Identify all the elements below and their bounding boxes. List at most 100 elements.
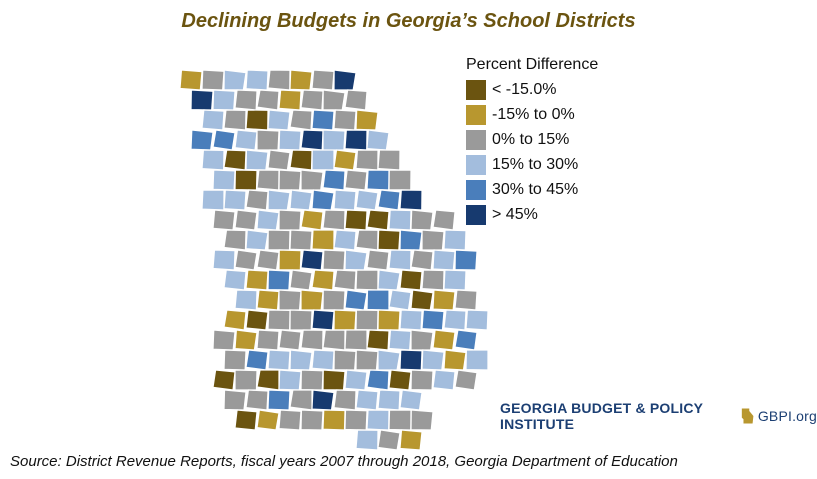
- legend-swatch: [466, 204, 486, 225]
- school-district: [245, 349, 269, 371]
- school-district: [454, 369, 478, 391]
- school-district: [333, 349, 357, 371]
- school-district: [278, 209, 302, 231]
- school-district: [399, 389, 423, 411]
- school-district: [311, 389, 335, 411]
- school-district: [300, 289, 324, 311]
- school-district: [355, 229, 379, 251]
- school-district: [311, 189, 335, 211]
- legend-label: < -15.0%: [492, 80, 557, 98]
- map-title: Declining Budgets in Georgia’s School Di…: [181, 10, 636, 32]
- school-district: [333, 309, 357, 331]
- school-district: [223, 149, 247, 171]
- school-district: [344, 329, 368, 351]
- school-district: [267, 149, 291, 171]
- school-district: [180, 70, 203, 91]
- school-district: [223, 309, 247, 331]
- school-district: [333, 189, 357, 211]
- school-district: [234, 169, 258, 191]
- school-district: [223, 109, 247, 131]
- school-district: [322, 89, 346, 111]
- school-district: [388, 289, 412, 311]
- school-district: [300, 129, 324, 151]
- school-district: [234, 289, 258, 311]
- school-district: [267, 109, 291, 131]
- school-district: [344, 369, 368, 391]
- school-district: [465, 309, 489, 331]
- school-district: [311, 149, 335, 171]
- legend-item: 0% to 15%: [466, 127, 598, 152]
- school-district: [443, 349, 467, 371]
- school-district: [311, 70, 335, 91]
- school-district: [388, 169, 412, 191]
- school-district: [311, 229, 335, 251]
- school-district: [256, 89, 280, 111]
- school-district: [289, 349, 313, 371]
- school-district: [322, 289, 346, 311]
- school-district: [223, 70, 247, 91]
- school-district: [333, 70, 357, 91]
- georgia-state-icon: [741, 408, 753, 424]
- school-district: [289, 309, 313, 331]
- school-district: [410, 249, 434, 271]
- school-district: [300, 89, 324, 111]
- legend-label: 15% to 30%: [492, 155, 579, 173]
- school-district: [278, 329, 302, 351]
- school-district: [234, 369, 258, 391]
- school-district: [300, 209, 324, 231]
- school-district: [256, 329, 280, 351]
- school-district: [333, 269, 357, 291]
- school-district: [366, 369, 390, 391]
- school-district: [267, 189, 291, 211]
- school-district: [333, 109, 357, 131]
- school-district: [234, 129, 258, 151]
- school-district: [399, 349, 423, 371]
- school-district: [355, 429, 379, 451]
- legend-label: > 45%: [492, 205, 538, 223]
- school-district: [355, 389, 379, 411]
- school-district: [377, 149, 401, 171]
- school-district: [311, 309, 335, 331]
- school-district: [421, 229, 445, 251]
- school-district: [344, 209, 368, 231]
- school-district: [377, 389, 401, 411]
- school-district: [344, 409, 368, 431]
- school-district: [278, 129, 302, 151]
- school-district: [333, 229, 357, 251]
- school-district: [355, 149, 379, 171]
- school-district: [322, 369, 346, 391]
- school-district: [289, 149, 313, 171]
- school-district: [256, 169, 280, 191]
- school-district: [377, 349, 401, 371]
- school-district: [190, 89, 214, 111]
- school-district: [256, 369, 280, 391]
- school-district: [377, 309, 401, 331]
- school-district: [388, 329, 412, 351]
- school-district: [201, 189, 225, 211]
- school-district: [223, 189, 247, 211]
- school-district: [388, 249, 412, 271]
- school-district: [234, 89, 258, 111]
- school-district: [432, 369, 456, 391]
- school-district: [388, 209, 412, 231]
- school-district: [245, 109, 269, 131]
- school-district: [278, 169, 302, 191]
- legend-swatch: [466, 179, 486, 200]
- school-district: [410, 289, 434, 311]
- school-district: [245, 389, 269, 411]
- school-district: [289, 109, 313, 131]
- school-district: [355, 309, 379, 331]
- school-district: [267, 70, 291, 91]
- school-district: [366, 169, 390, 191]
- school-district: [289, 269, 313, 291]
- school-district: [421, 269, 445, 291]
- school-district: [443, 269, 467, 291]
- school-district: [278, 249, 302, 271]
- school-district: [454, 289, 478, 311]
- school-district: [223, 269, 247, 291]
- school-district: [421, 349, 445, 371]
- school-district: [300, 369, 324, 391]
- school-district: [322, 169, 346, 191]
- legend-item: > 45%: [466, 202, 598, 227]
- school-district: [421, 309, 445, 331]
